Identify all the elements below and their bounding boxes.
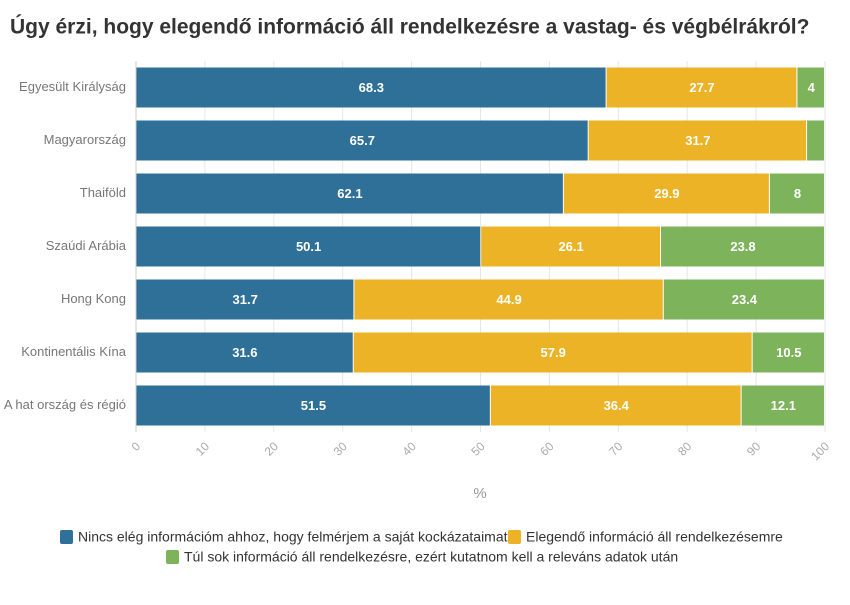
data-label: 23.8 xyxy=(730,239,755,254)
data-label: 31.7 xyxy=(233,292,258,307)
data-label: 26.1 xyxy=(558,239,583,254)
y-tick-label: Thaiföld xyxy=(80,185,126,200)
y-tick-label: Magyarország xyxy=(44,132,126,147)
data-label: 36.4 xyxy=(604,398,630,413)
x-tick-label: 60 xyxy=(537,439,557,459)
data-label: 51.5 xyxy=(301,398,326,413)
bar-segment xyxy=(807,120,824,161)
bar-segment xyxy=(490,385,741,426)
bar-segment xyxy=(136,279,354,320)
bar-segment xyxy=(769,173,824,214)
x-tick-label: 70 xyxy=(606,439,626,459)
y-tick-label: Kontinentális Kína xyxy=(21,344,127,359)
x-tick-label: 20 xyxy=(262,439,282,459)
data-label: 27.7 xyxy=(689,80,714,95)
x-tick-label: 50 xyxy=(468,439,488,459)
data-label: 68.3 xyxy=(359,80,384,95)
y-tick-label: Szaúdi Arábia xyxy=(46,238,127,253)
chart-title: Úgy érzi, hogy elegendő információ áll r… xyxy=(10,15,809,39)
x-tick-label: 90 xyxy=(744,439,764,459)
bar-segment xyxy=(353,332,752,373)
bar-segment xyxy=(136,120,588,161)
bar-segment xyxy=(797,67,824,108)
x-tick-label: 100 xyxy=(808,439,832,463)
data-label: 10.5 xyxy=(776,345,801,360)
bar-segment xyxy=(136,332,353,373)
bar-segment xyxy=(752,332,824,373)
legend-label: Túl sok információ áll rendelkezésre, ez… xyxy=(184,549,678,565)
bar-segment xyxy=(606,67,797,108)
x-axis-title: % xyxy=(473,485,486,502)
legend-label: Elegendő információ áll rendelkezésemre xyxy=(526,529,783,545)
bar-segment xyxy=(661,226,824,267)
data-label: 4 xyxy=(808,80,816,95)
data-label: 31.6 xyxy=(232,345,257,360)
legend-swatch xyxy=(60,530,73,544)
data-label: 23.4 xyxy=(732,292,758,307)
bar-segment xyxy=(663,279,824,320)
data-label: 31.7 xyxy=(685,133,710,148)
bar-segment xyxy=(741,385,824,426)
legend-label: Nincs elég információm ahhoz, hogy felmé… xyxy=(78,529,508,545)
bar-segment xyxy=(563,173,769,214)
x-tick-label: 0 xyxy=(129,439,144,454)
legend-swatch xyxy=(166,550,179,564)
data-label: 50.1 xyxy=(296,239,321,254)
x-tick-label: 30 xyxy=(331,439,351,459)
data-label: 62.1 xyxy=(337,186,362,201)
bar-segment xyxy=(136,385,490,426)
data-label: 44.9 xyxy=(496,292,521,307)
data-label: 57.9 xyxy=(541,345,566,360)
data-label: 65.7 xyxy=(350,133,375,148)
x-tick-label: 40 xyxy=(399,439,419,459)
data-label: 29.9 xyxy=(654,186,679,201)
x-tick-label: 80 xyxy=(675,439,695,459)
bar-segment xyxy=(136,67,606,108)
y-tick-label: Hong Kong xyxy=(61,291,126,306)
bar-segment xyxy=(354,279,663,320)
bar-segment xyxy=(136,226,481,267)
bar-segment xyxy=(481,226,661,267)
x-tick-label: 10 xyxy=(193,439,213,459)
data-label: 12.1 xyxy=(771,398,796,413)
data-label: 8 xyxy=(794,186,801,201)
y-tick-label: Egyesült Királyság xyxy=(19,79,126,94)
bar-segment xyxy=(136,173,563,214)
bar-segment xyxy=(588,120,807,161)
y-tick-label: A hat ország és régió xyxy=(4,397,126,412)
legend-swatch xyxy=(508,530,521,544)
